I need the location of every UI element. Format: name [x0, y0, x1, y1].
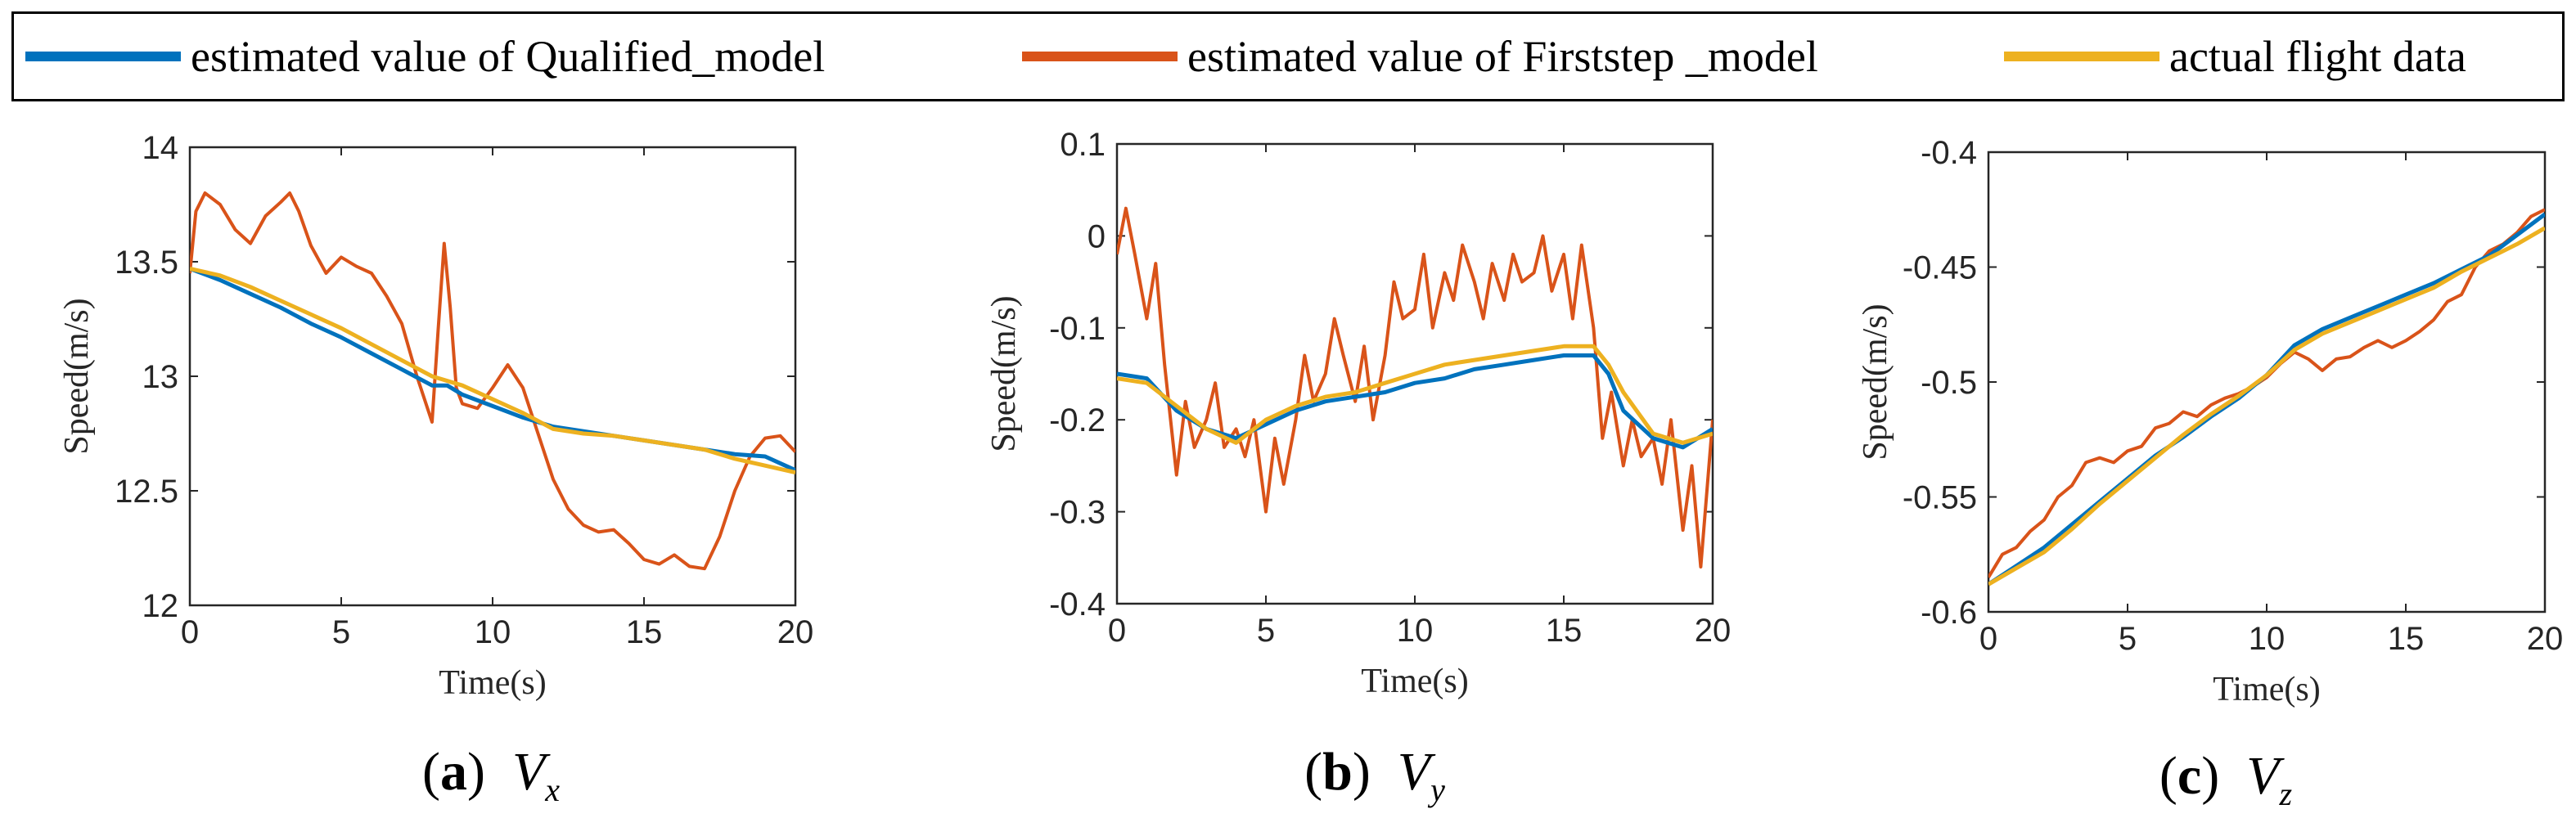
series-line-actual [1988, 226, 2545, 587]
x-tick-label: 15 [626, 614, 663, 650]
legend-swatch-actual [2004, 52, 2159, 61]
x-tick-label: 20 [777, 614, 814, 650]
y-tick-label: -0.4 [1049, 587, 1106, 623]
x-tick-label: 20 [1695, 613, 1732, 649]
y-tick-label: 0 [1088, 218, 1106, 254]
y-tick-label: -0.4 [1921, 135, 1977, 171]
x-tick-label: 10 [2249, 621, 2286, 657]
subplot-caption: (b) Vy [1304, 742, 1445, 808]
series-line-actual [190, 266, 795, 475]
x-tick-label: 20 [2527, 621, 2564, 657]
series-line-actual [1117, 344, 1713, 445]
x-tick-label: 10 [1397, 613, 1434, 649]
y-tick-label: 12 [142, 588, 179, 624]
subplot-caption: (a) Vx [422, 742, 560, 808]
legend-label-firststep: estimated value of Firststep _model [1187, 32, 1818, 81]
series-line-firststep [190, 191, 795, 571]
y-tick-label: 0.1 [1060, 127, 1106, 163]
x-tick-label: 15 [2388, 621, 2425, 657]
x-tick-label: 0 [1108, 613, 1126, 649]
legend-item-firststep: estimated value of Firststep _model [1022, 14, 1818, 99]
y-tick-label: -0.55 [1903, 480, 1977, 516]
y-tick-label: 13.5 [115, 245, 178, 281]
legend-swatch-firststep [1022, 52, 1178, 61]
x-axis-label: Time(s) [2213, 671, 2320, 708]
plot-frame [1987, 151, 2547, 614]
series-line-firststep [1117, 206, 1713, 569]
y-tick-label: -0.3 [1049, 495, 1106, 531]
legend-label-actual: actual flight data [2169, 32, 2466, 81]
y-axis-label: Speed(m/s) [58, 298, 96, 454]
y-tick-label: -0.1 [1049, 311, 1106, 347]
y-tick-label: 14 [142, 130, 179, 166]
y-axis-label: Speed(m/s) [1857, 303, 1894, 460]
x-tick-label: 5 [332, 614, 350, 650]
x-tick-label: 5 [2119, 621, 2137, 657]
y-tick-label: -0.2 [1049, 402, 1106, 438]
series-line-qualified [1117, 353, 1713, 450]
x-tick-label: 0 [181, 614, 199, 650]
x-axis-label: Time(s) [439, 664, 546, 702]
y-tick-label: -0.5 [1921, 365, 1977, 401]
y-tick-label: -0.45 [1903, 250, 1977, 286]
x-tick-label: 5 [1257, 613, 1275, 649]
y-tick-label: -0.6 [1921, 595, 1977, 631]
subplot-caption: (c) Vz [2159, 746, 2293, 812]
legend-label-qualified: estimated value of Qualified_model [191, 32, 826, 81]
y-tick-label: 13 [142, 359, 179, 395]
legend-item-actual: actual flight data [2004, 14, 2466, 99]
x-tick-label: 0 [1979, 621, 1997, 657]
y-tick-label: 12.5 [115, 474, 178, 510]
legend-item-qualified: estimated value of Qualified_model [25, 14, 825, 99]
x-tick-label: 10 [475, 614, 511, 650]
y-axis-label: Speed(m/s) [985, 295, 1023, 452]
x-axis-label: Time(s) [1361, 663, 1468, 700]
plot-frame [188, 146, 797, 607]
subplot-b: 0 5 10 15 20 -0.4 -0.3 -0.2 -0.1 0 0.1 Time(s) Speed… [985, 127, 1731, 808]
x-tick-label: 15 [1546, 613, 1583, 649]
legend: estimated value of Qualified_model estim… [11, 11, 2565, 101]
legend-swatch-qualified [25, 52, 181, 61]
subplot-a: 0 5 10 15 20 12 12.5 13 13.5 14 Time(s) Speed(m/s) (… [58, 130, 813, 808]
subplot-c: 0 5 10 15 20 -0.6 -0.55 -0.5 -0.45 -0.4 Time(s) Spe… [1857, 135, 2563, 812]
